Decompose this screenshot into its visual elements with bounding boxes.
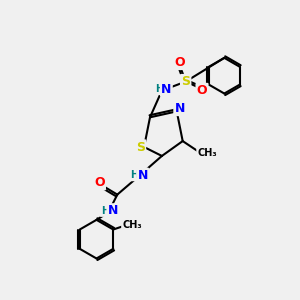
Text: H: H bbox=[101, 206, 109, 216]
Text: O: O bbox=[94, 176, 105, 189]
Text: H: H bbox=[130, 170, 139, 180]
Text: N: N bbox=[175, 102, 185, 115]
Text: O: O bbox=[197, 84, 207, 97]
Text: CH₃: CH₃ bbox=[197, 148, 217, 158]
Text: CH₃: CH₃ bbox=[122, 220, 142, 230]
Text: S: S bbox=[136, 140, 145, 154]
Text: N: N bbox=[137, 169, 148, 182]
Text: O: O bbox=[174, 56, 185, 69]
Text: N: N bbox=[108, 204, 118, 218]
Text: H: H bbox=[155, 84, 163, 94]
Text: N: N bbox=[161, 82, 172, 96]
Text: S: S bbox=[181, 75, 190, 88]
